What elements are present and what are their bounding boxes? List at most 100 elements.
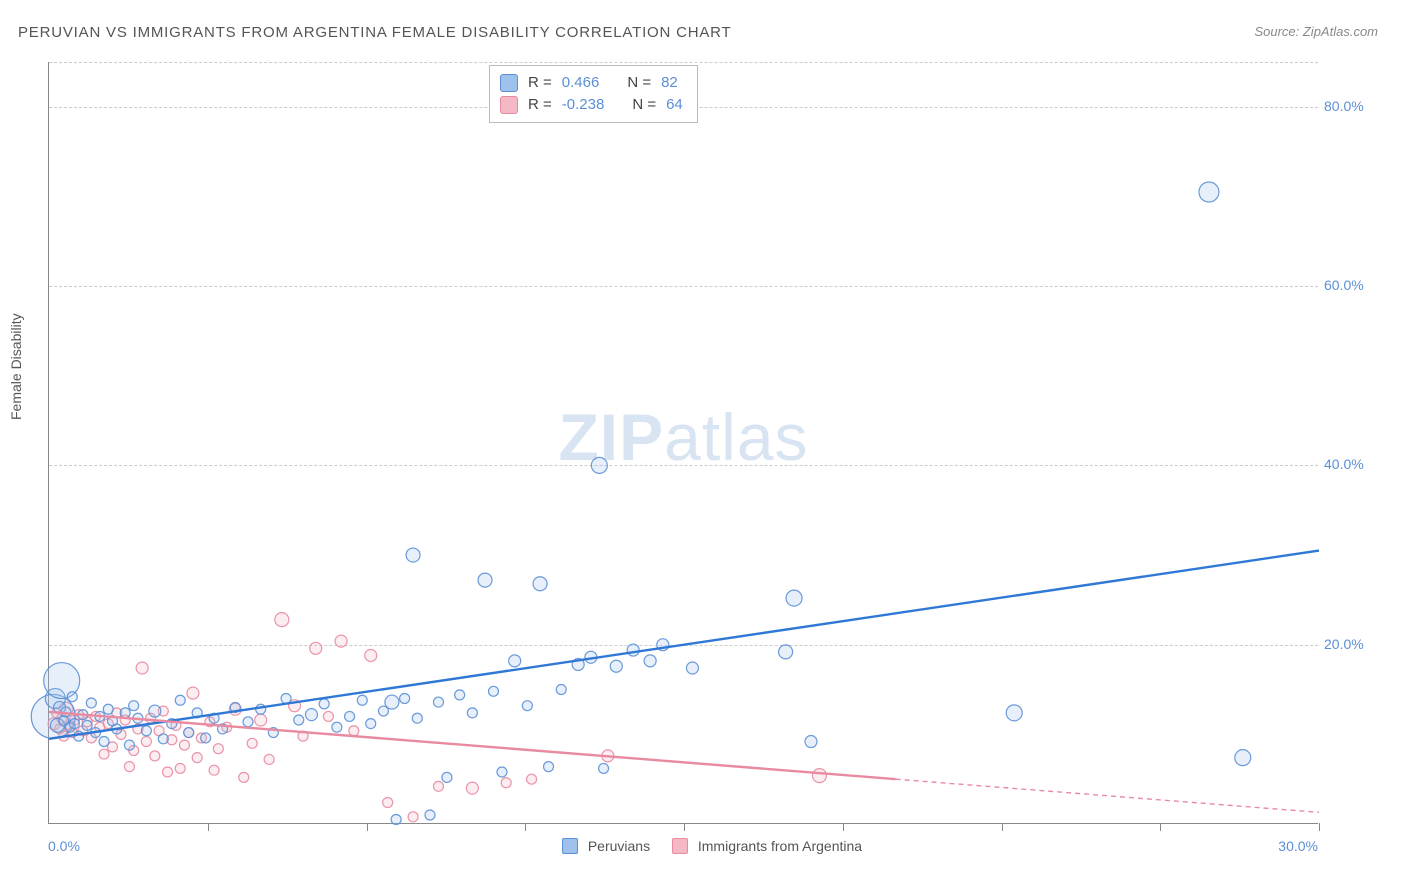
- data-point: [120, 708, 130, 718]
- legend-row-b: R = -0.238 N = 64: [500, 94, 683, 116]
- data-point: [82, 720, 92, 730]
- data-point: [247, 738, 257, 748]
- data-point: [175, 763, 185, 773]
- data-point: [67, 692, 77, 702]
- data-point: [385, 695, 399, 709]
- data-point: [365, 649, 377, 661]
- legend-row-a: R = 0.466 N = 82: [500, 72, 683, 94]
- data-point: [323, 711, 333, 721]
- data-point: [644, 655, 656, 667]
- data-point: [319, 699, 329, 709]
- y-tick-label: 20.0%: [1324, 636, 1378, 652]
- legend-swatch-peruvians: [562, 838, 578, 854]
- data-point: [610, 660, 622, 672]
- series-peruvians: [31, 182, 1251, 825]
- data-point: [175, 695, 185, 705]
- series-argentina: [48, 613, 826, 822]
- data-point: [345, 711, 355, 721]
- data-point: [243, 717, 253, 727]
- data-point: [497, 767, 507, 777]
- data-point: [213, 744, 223, 754]
- data-point: [141, 737, 151, 747]
- data-point: [357, 695, 367, 705]
- data-point: [391, 815, 401, 825]
- y-tick-label: 60.0%: [1324, 277, 1378, 293]
- data-point: [136, 662, 148, 674]
- data-point: [591, 457, 607, 473]
- legend-label-peruvians: Peruvians: [588, 838, 650, 854]
- data-point: [406, 548, 420, 562]
- r-label: R =: [528, 94, 552, 116]
- r-value: -0.238: [562, 94, 605, 116]
- data-point: [522, 701, 532, 711]
- data-point: [412, 713, 422, 723]
- data-point: [408, 812, 418, 822]
- data-point: [455, 690, 465, 700]
- n-value: 64: [666, 94, 683, 116]
- y-axis-label: Female Disability: [8, 313, 24, 420]
- data-point: [129, 701, 139, 711]
- data-point: [599, 763, 609, 773]
- r-value: 0.466: [562, 72, 600, 94]
- data-point: [556, 685, 566, 695]
- correlation-legend: R = 0.466 N = 82 R = -0.238 N = 64: [489, 65, 698, 123]
- n-value: 82: [661, 72, 678, 94]
- legend-label-argentina: Immigrants from Argentina: [698, 838, 862, 854]
- data-point: [99, 749, 109, 759]
- trendline: [49, 551, 1319, 739]
- data-point: [264, 754, 274, 764]
- data-point: [255, 714, 267, 726]
- data-point: [433, 697, 443, 707]
- data-point: [179, 740, 189, 750]
- data-point: [425, 810, 435, 820]
- data-point: [69, 719, 79, 729]
- data-point: [239, 772, 249, 782]
- data-point: [478, 573, 492, 587]
- data-point: [467, 708, 477, 718]
- data-point: [366, 719, 376, 729]
- data-point: [209, 765, 219, 775]
- data-point: [1199, 182, 1219, 202]
- data-point: [187, 687, 199, 699]
- data-point: [124, 762, 134, 772]
- legend-swatch-peruvians: [500, 74, 518, 92]
- legend-swatch-argentina: [500, 96, 518, 114]
- data-point: [99, 737, 109, 747]
- trendline: [896, 779, 1319, 812]
- legend-swatch-argentina: [672, 838, 688, 854]
- data-point: [466, 782, 478, 794]
- plot-svg: [49, 62, 1318, 823]
- n-label: N =: [632, 94, 656, 116]
- chart-title: PERUVIAN VS IMMIGRANTS FROM ARGENTINA FE…: [18, 24, 732, 41]
- y-tick-label: 80.0%: [1324, 98, 1378, 114]
- r-label: R =: [528, 72, 552, 94]
- data-point: [192, 753, 202, 763]
- data-point: [627, 644, 639, 656]
- data-point: [805, 736, 817, 748]
- n-label: N =: [627, 72, 651, 94]
- data-point: [442, 772, 452, 782]
- data-point: [1006, 705, 1022, 721]
- data-point: [433, 781, 443, 791]
- data-point: [103, 704, 113, 714]
- data-point: [124, 740, 134, 750]
- correlation-chart: PERUVIAN VS IMMIGRANTS FROM ARGENTINA FE…: [0, 0, 1406, 892]
- data-point: [533, 577, 547, 591]
- y-tick-label: 40.0%: [1324, 456, 1378, 472]
- data-point: [349, 726, 359, 736]
- data-point: [779, 645, 793, 659]
- data-point: [501, 778, 511, 788]
- data-point: [163, 767, 173, 777]
- data-point: [305, 709, 317, 721]
- data-point: [294, 715, 304, 725]
- data-point: [310, 642, 322, 654]
- data-point: [201, 733, 211, 743]
- trendlines: [49, 551, 1319, 813]
- data-point: [786, 590, 802, 606]
- data-point: [335, 635, 347, 647]
- data-point: [527, 774, 537, 784]
- data-point: [184, 728, 194, 738]
- data-point: [489, 686, 499, 696]
- data-point: [86, 698, 96, 708]
- series-legend: Peruvians Immigrants from Argentina: [0, 838, 1406, 854]
